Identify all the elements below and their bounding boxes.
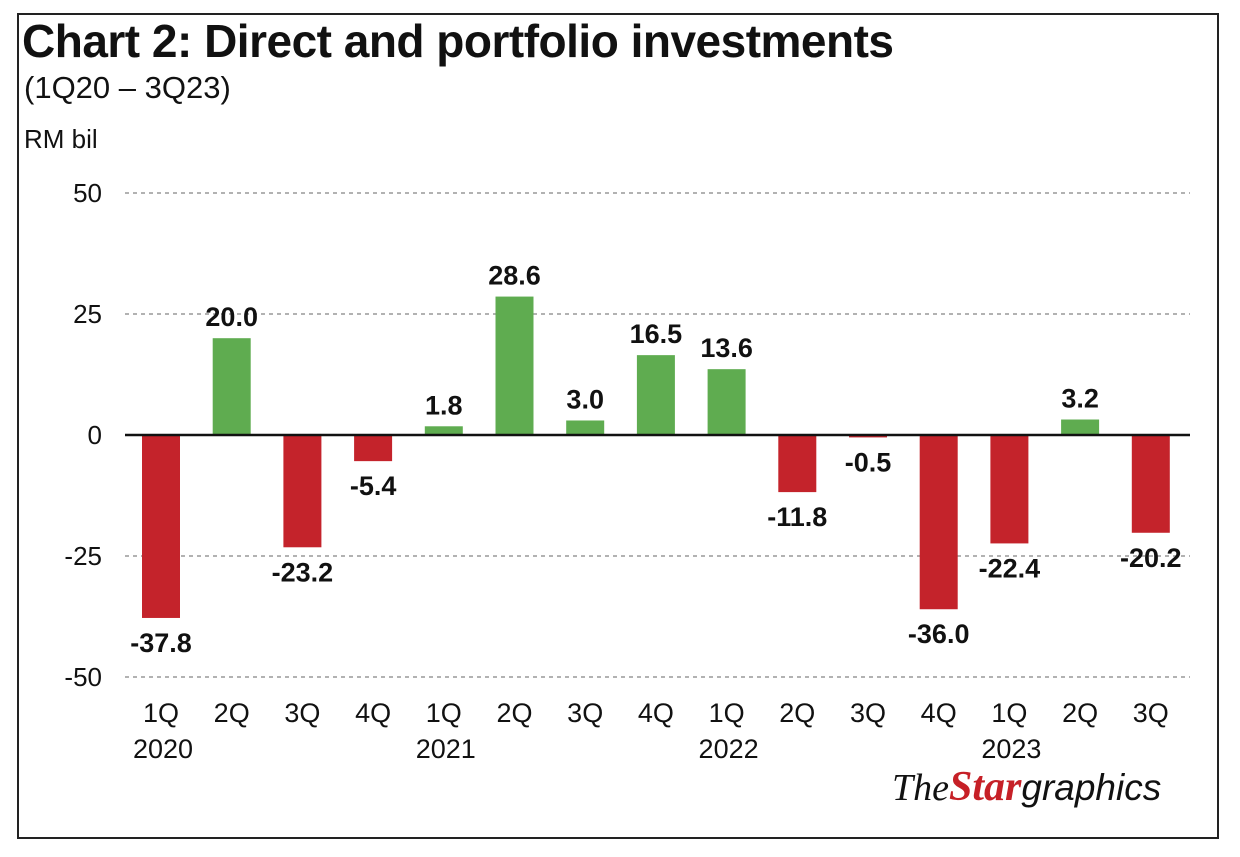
- bar-value-label: -20.2: [1120, 543, 1182, 573]
- bar-value-label: 13.6: [700, 333, 753, 363]
- y-axis-unit-label: RM bil: [24, 124, 98, 154]
- x-tick-label: 2Q: [214, 698, 250, 728]
- bar: [283, 435, 322, 548]
- x-tick-label: 4Q: [355, 698, 391, 728]
- bar: [495, 296, 534, 435]
- x-year-label: 2023: [981, 734, 1041, 764]
- bar-value-label: 20.0: [205, 302, 258, 332]
- y-tick-label: 0: [88, 420, 102, 450]
- x-tick-label: 3Q: [284, 698, 320, 728]
- x-tick-label: 2Q: [496, 698, 532, 728]
- bar: [1131, 435, 1170, 533]
- bar-value-label: -5.4: [350, 471, 397, 501]
- bar: [990, 435, 1029, 544]
- x-tick-label: 1Q: [709, 698, 745, 728]
- y-tick-label: -50: [64, 662, 102, 692]
- bar-value-label: -22.4: [979, 553, 1041, 583]
- bar-value-label: 16.5: [630, 319, 683, 349]
- chart-subtitle: (1Q20 – 3Q23): [24, 70, 231, 105]
- bar-value-label: -37.8: [130, 628, 192, 658]
- x-tick-label: 3Q: [1133, 698, 1169, 728]
- logo-star: Star: [949, 764, 1022, 810]
- bar: [636, 355, 675, 435]
- x-tick-label: 4Q: [638, 698, 674, 728]
- y-tick-label: 25: [73, 299, 102, 329]
- logo-graphics: graphics: [1021, 767, 1162, 808]
- x-year-label: 2021: [416, 734, 476, 764]
- x-tick-label: 1Q: [426, 698, 462, 728]
- x-tick-label: 3Q: [850, 698, 886, 728]
- bar-value-label: 1.8: [425, 390, 463, 420]
- bar-value-label: 3.2: [1061, 384, 1099, 414]
- bar: [778, 435, 817, 493]
- x-year-label: 2022: [699, 734, 759, 764]
- bar-value-label: -0.5: [845, 447, 892, 477]
- x-tick-label: 1Q: [143, 698, 179, 728]
- bar: [354, 435, 393, 462]
- x-tick-label: 4Q: [921, 698, 957, 728]
- logo-the: The: [892, 767, 949, 809]
- x-tick-label: 1Q: [991, 698, 1027, 728]
- x-year-label: 2020: [133, 734, 193, 764]
- y-tick-label: -25: [64, 541, 102, 571]
- x-tick-label: 3Q: [567, 698, 603, 728]
- bar-value-label: 3.0: [566, 384, 604, 414]
- bar: [1061, 419, 1100, 435]
- bar: [212, 338, 251, 435]
- bar-value-label: -36.0: [908, 619, 970, 649]
- y-tick-label: 50: [73, 178, 102, 208]
- thestar-graphics-logo: TheStargraphics: [892, 766, 1161, 808]
- bar: [142, 435, 180, 618]
- x-tick-label: 2Q: [779, 698, 815, 728]
- bar: [919, 435, 958, 610]
- chart-title: Chart 2: Direct and portfolio investment…: [22, 15, 894, 67]
- bar-value-label: -23.2: [272, 557, 334, 587]
- bar: [707, 369, 746, 435]
- bar: [566, 420, 605, 435]
- bar-value-label: -11.8: [767, 502, 827, 532]
- bar: [424, 426, 463, 435]
- x-tick-label: 2Q: [1062, 698, 1098, 728]
- bar-value-label: 28.6: [488, 261, 541, 291]
